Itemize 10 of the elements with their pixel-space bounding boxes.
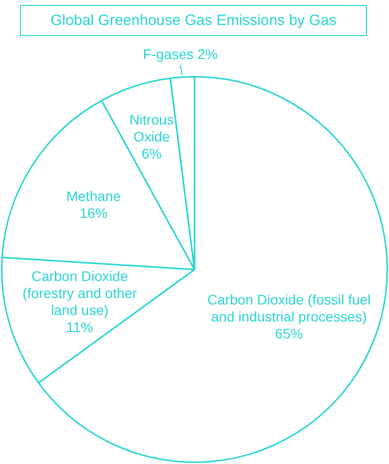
slice-label: Carbon Dioxide (fossil fuel and industrial processes) bbox=[207, 291, 371, 324]
data-label: 65% bbox=[274, 325, 303, 342]
data-label: 6% bbox=[141, 145, 162, 162]
chart-title: Global Greenhouse Gas Emissions by Gas bbox=[20, 5, 367, 36]
slice-label: F-gases 2% bbox=[142, 46, 218, 62]
slice-label: Nitrous Oxide bbox=[129, 111, 174, 144]
slice-label: Carbon Dioxide (forestry and other land use) bbox=[22, 268, 138, 318]
data-label: 16% bbox=[80, 204, 108, 221]
slice-label: Methane bbox=[66, 188, 122, 204]
data-label: 11% bbox=[66, 319, 94, 336]
